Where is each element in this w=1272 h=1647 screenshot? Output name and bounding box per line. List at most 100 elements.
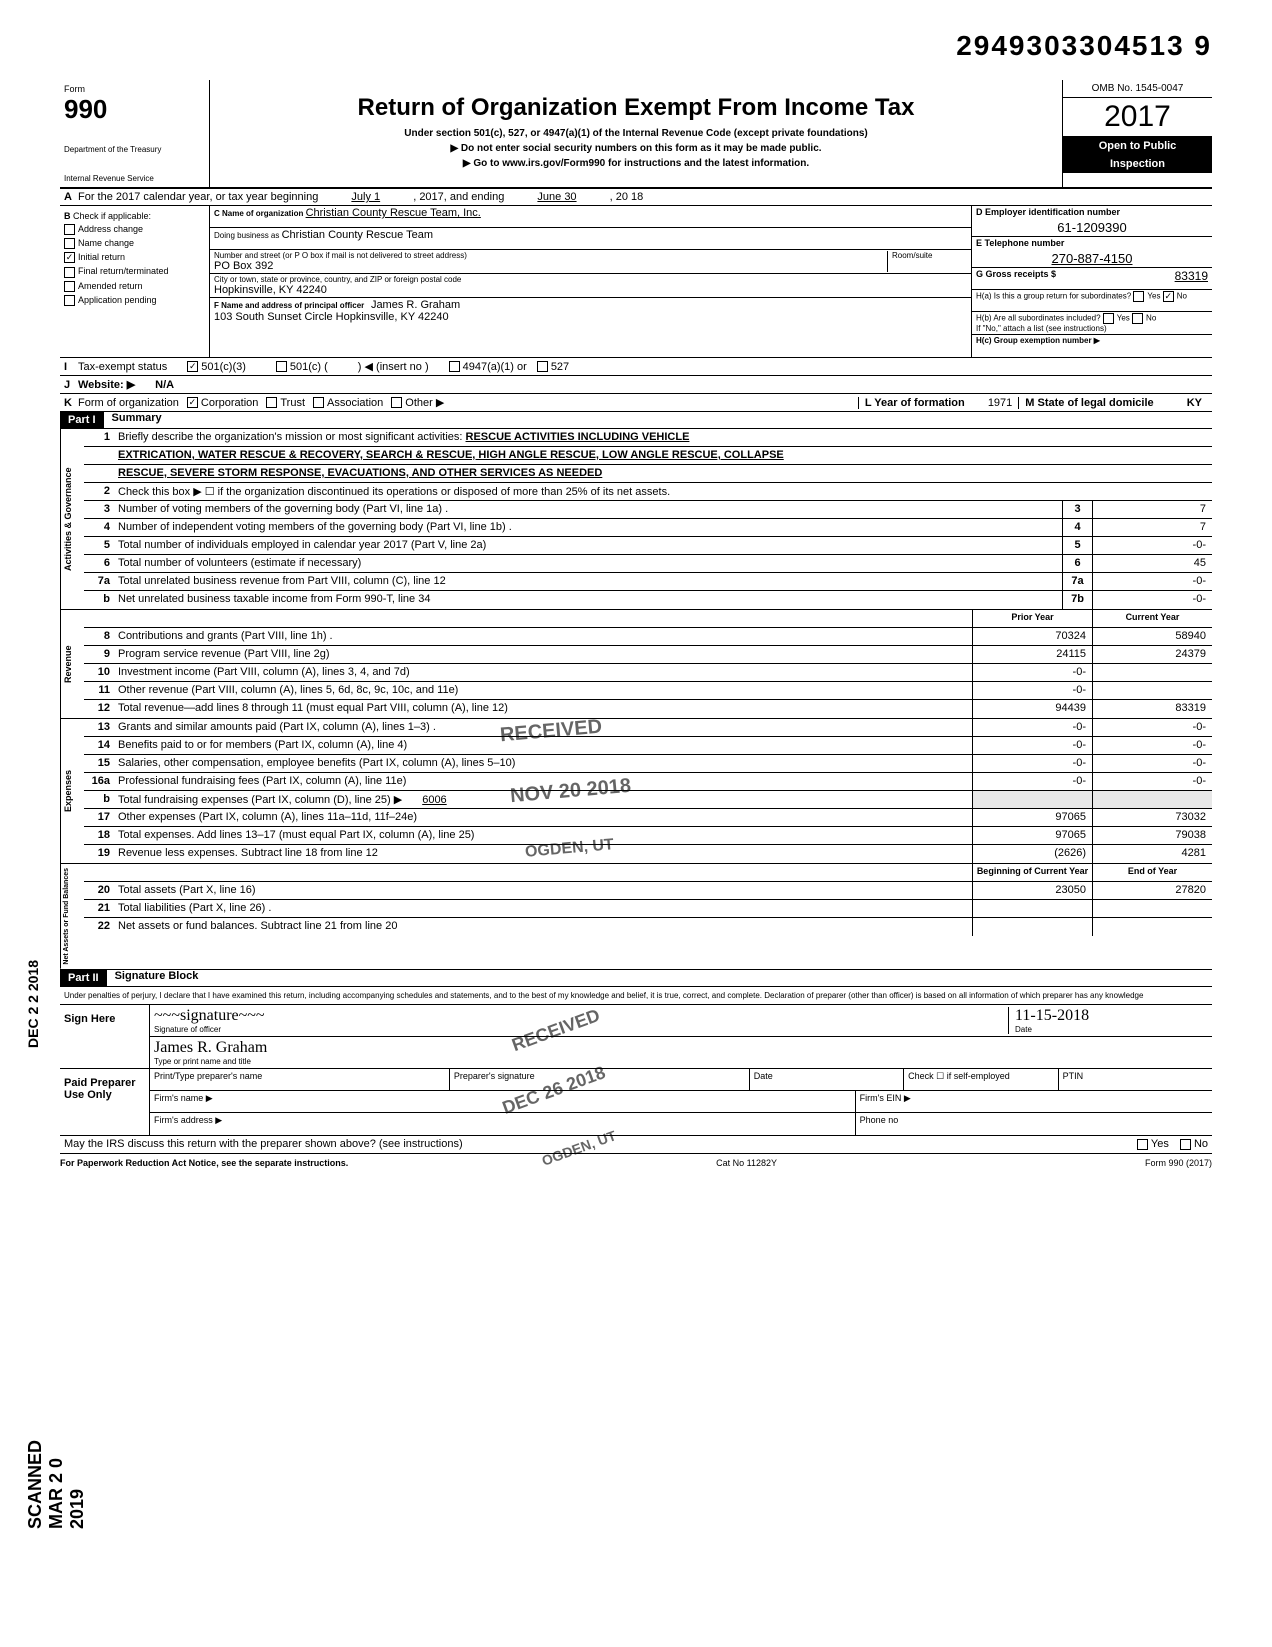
corp-box[interactable]: ✓ (187, 397, 198, 408)
current-value: 79038 (1092, 827, 1212, 844)
room-label: Room/suite (892, 251, 967, 260)
discuss-no: No (1194, 1138, 1208, 1150)
line-text: Contributions and grants (Part VIII, lin… (116, 628, 972, 645)
tax-year: 2017 (1063, 98, 1212, 137)
ha-yes: Yes (1147, 292, 1160, 301)
row-a-label: A (64, 191, 78, 203)
line2-text: Check this box ▶ ☐ if the organization d… (116, 483, 1212, 500)
line-box: 5 (1062, 537, 1092, 554)
open-public-label: Open to Public (1063, 137, 1212, 155)
501c3-box[interactable]: ✓ (187, 361, 198, 372)
prep-check-label: Check ☐ if self-employed (904, 1069, 1058, 1090)
state-domicile-value: KY (1187, 397, 1202, 409)
501c-insert: ) ◀ (insert no ) (358, 360, 429, 373)
form-org-label: Form of organization (78, 397, 179, 409)
other-box[interactable] (391, 397, 402, 408)
officer-name: James R. Graham (371, 299, 460, 311)
form-number: 990 (64, 94, 205, 125)
sig-date-value: 11-15-2018 (1015, 1007, 1208, 1025)
mission-line2: EXTRICATION, WATER RESCUE & RECOVERY, SE… (116, 447, 1212, 464)
discuss-no-box[interactable] (1180, 1139, 1191, 1150)
col-b-item-label: Amended return (78, 281, 143, 291)
line-text: Investment income (Part VIII, column (A)… (116, 664, 972, 681)
form-title-block: Return of Organization Exempt From Incom… (210, 80, 1062, 187)
dept-treasury: Department of the Treasury (64, 145, 205, 154)
line-text: Other expenses (Part IX, column (A), lin… (116, 809, 972, 826)
inspection-label: Inspection (1063, 155, 1212, 173)
checkbox-initial-return[interactable]: ✓ (64, 252, 75, 263)
col-b-item-label: Application pending (78, 295, 157, 305)
form-subtitle: Under section 501(c), 527, or 4947(a)(1)… (230, 128, 1042, 139)
line-num: 9 (84, 646, 116, 663)
checkbox-name-change[interactable] (64, 238, 75, 249)
line-text: Program service revenue (Part VIII, line… (116, 646, 972, 663)
year-formation-value: 1971 (988, 397, 1012, 409)
omb-number: OMB No. 1545-0047 (1063, 80, 1212, 98)
checkbox-final-return-terminated[interactable] (64, 267, 75, 278)
block-bc: B Check if applicable: Address changeNam… (60, 206, 1212, 358)
revenue-block: Revenue Prior Year Current Year 8 Contri… (60, 610, 1212, 719)
prior-value: -0- (972, 755, 1092, 772)
ha-no: No (1177, 292, 1187, 301)
current-year-header: Current Year (1092, 610, 1212, 627)
trust-box[interactable] (266, 397, 277, 408)
form-note1: ▶ Do not enter social security numbers o… (230, 143, 1042, 154)
part1-title: Summary (112, 412, 162, 428)
line-num: 14 (84, 737, 116, 754)
prior-value: -0- (972, 682, 1092, 699)
prior-value: (2626) (972, 845, 1092, 863)
hb-no-box[interactable] (1132, 313, 1143, 324)
line-num: 13 (84, 719, 116, 736)
dba-label: Doing business as (214, 231, 279, 240)
sign-here-label: Sign Here (60, 1005, 150, 1068)
hb-yes: Yes (1117, 314, 1130, 323)
prior-year-header: Prior Year (972, 610, 1092, 627)
line-text: Benefits paid to or for members (Part IX… (116, 737, 972, 754)
line-text: Salaries, other compensation, employee b… (116, 755, 972, 772)
state-domicile-label: M State of legal domicile (1025, 397, 1153, 409)
line-text: Professional fundraising fees (Part IX, … (116, 773, 972, 790)
col-b-item-label: Final return/terminated (78, 266, 169, 276)
501c-box[interactable] (276, 361, 287, 372)
line-num: b (84, 791, 116, 808)
assoc-box[interactable] (313, 397, 324, 408)
signature-declaration: Under penalties of perjury, I declare th… (60, 987, 1212, 1005)
line-num: 3 (84, 501, 116, 518)
checkbox-amended-return[interactable] (64, 281, 75, 292)
officer-addr: 103 South Sunset Circle Hopkinsville, KY… (214, 311, 967, 323)
line-num: b (84, 591, 116, 609)
current-value: 4281 (1092, 845, 1212, 863)
net-assets-block: Net Assets or Fund Balances Beginning of… (60, 864, 1212, 970)
hb-no: No (1146, 314, 1156, 323)
ha-yes-box[interactable] (1133, 291, 1144, 302)
gross-label: G Gross receipts $ (976, 269, 1056, 279)
ha-no-box[interactable]: ✓ (1163, 291, 1174, 302)
hb-label: H(b) Are all subordinates included? (976, 314, 1101, 323)
line-box: 7a (1062, 573, 1092, 590)
line-num: 8 (84, 628, 116, 645)
phone-value: 270-887-4150 (976, 251, 1208, 266)
4947-box[interactable] (449, 361, 460, 372)
end-year-header: End of Year (1092, 864, 1212, 881)
row-j: J Website: ▶ N/A (60, 376, 1212, 394)
prior-value: -0- (972, 773, 1092, 790)
current-value (1092, 791, 1212, 808)
phone-label: E Telephone number (976, 238, 1064, 248)
col-c: C Name of organization Christian County … (210, 206, 972, 357)
line-text: Number of independent voting members of … (116, 519, 1062, 536)
checkbox-application-pending[interactable] (64, 295, 75, 306)
line-text: Total revenue—add lines 8 through 11 (mu… (116, 700, 972, 718)
current-value: 83319 (1092, 700, 1212, 718)
checkbox-address-change[interactable] (64, 224, 75, 235)
form-right-block: OMB No. 1545-0047 2017 Open to Public In… (1062, 80, 1212, 187)
part1-header: Part I (60, 412, 104, 428)
line-num: 19 (84, 845, 116, 863)
col-b-item-label: Initial return (78, 252, 125, 262)
other-label: Other ▶ (405, 396, 444, 409)
line-num: 5 (84, 537, 116, 554)
prep-sig-label: Preparer's signature (450, 1069, 750, 1090)
527-box[interactable] (537, 361, 548, 372)
current-value: -0- (1092, 755, 1212, 772)
hb-yes-box[interactable] (1103, 313, 1114, 324)
discuss-yes-box[interactable] (1137, 1139, 1148, 1150)
